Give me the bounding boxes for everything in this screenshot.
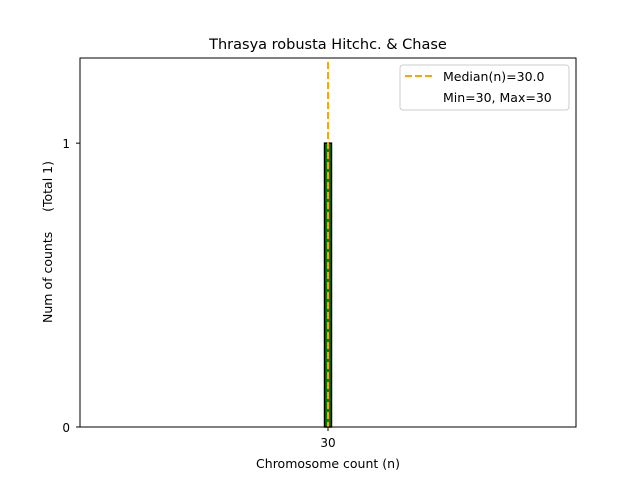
y-tick-label-0: 0: [62, 421, 70, 435]
legend-median-label: Median(n)=30.0: [443, 69, 544, 84]
y-tick-label-1: 1: [62, 137, 70, 151]
chart-title: Thrasya robusta Hitchc. & Chase: [208, 37, 447, 53]
x-tick-label-30: 30: [320, 436, 335, 450]
legend-minmax-label: Min=30, Max=30: [443, 90, 552, 105]
legend: Median(n)=30.0 Min=30, Max=30: [399, 64, 570, 111]
y-axis-label: Num of counts (Total 1): [40, 161, 55, 323]
plot-frame: [79, 57, 577, 428]
legend-box: [399, 64, 570, 111]
x-axis-label: Chromosome count (n): [256, 456, 400, 471]
